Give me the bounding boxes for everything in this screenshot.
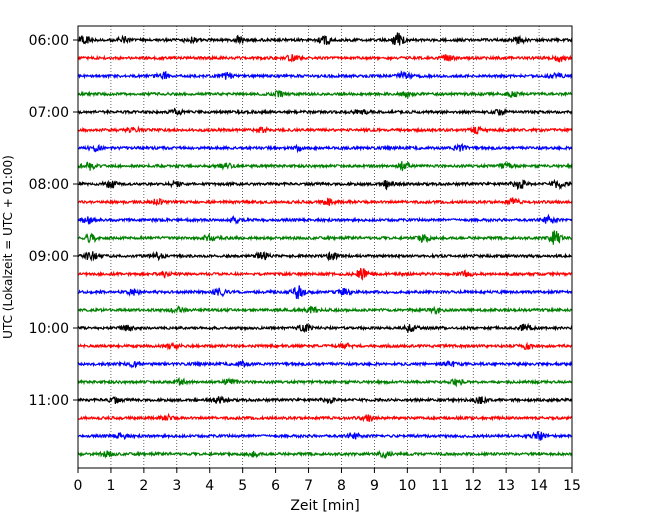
trace-0630 — [77, 70, 573, 81]
trace-1130 — [77, 430, 573, 441]
trace-1015 — [77, 341, 573, 351]
y-tick-label: 06:00 — [29, 33, 69, 49]
x-axis-label: Zeit [min] — [290, 498, 359, 514]
trace-0615 — [77, 54, 573, 63]
x-tick-label: 9 — [370, 478, 379, 494]
trace-0645 — [77, 90, 573, 99]
trace-1115 — [77, 412, 573, 423]
trace-0815 — [77, 197, 573, 207]
x-tick-label: 4 — [205, 478, 214, 494]
x-tick-label: 13 — [497, 478, 515, 494]
x-tick-label: 10 — [398, 478, 416, 494]
x-tick-label: 5 — [238, 478, 247, 494]
x-tick-label: 15 — [563, 478, 581, 494]
y-tick-label: 09:00 — [29, 249, 69, 265]
x-tick-label: 7 — [304, 478, 313, 494]
trace-1145 — [77, 449, 573, 460]
trace-1100 — [77, 395, 573, 405]
y-axis-ticks: 06:00 07:00 08:00 09:00 10:00 11:00 — [29, 33, 78, 409]
trace-0915 — [77, 267, 573, 281]
trace-0930 — [77, 285, 573, 300]
trace-0900 — [77, 250, 573, 262]
y-tick-label: 07:00 — [29, 105, 69, 121]
x-tick-label: 8 — [337, 478, 346, 494]
trace-0800 — [77, 178, 573, 191]
y-tick-label: 08:00 — [29, 177, 69, 193]
trace-0730 — [77, 142, 573, 154]
trace-0700 — [77, 107, 573, 117]
trace-group — [77, 32, 573, 460]
trace-0845 — [77, 230, 573, 245]
y-axis-label: UTC (Lokalzeit = UTC + 01:00) — [1, 155, 15, 339]
x-tick-label: 11 — [431, 478, 449, 494]
x-tick-label: 12 — [464, 478, 482, 494]
x-tick-label: 0 — [74, 478, 83, 494]
x-tick-label: 2 — [139, 478, 148, 494]
trace-0830 — [77, 213, 573, 225]
trace-0600 — [77, 32, 573, 46]
x-axis-ticks: 0 1 2 3 4 5 6 7 8 9 10 11 12 13 14 15 — [74, 468, 581, 494]
trace-0745 — [77, 161, 573, 172]
x-tick-label: 14 — [530, 478, 548, 494]
trace-1000 — [77, 322, 573, 334]
plot-frame — [77, 25, 573, 469]
trace-0715 — [77, 125, 573, 135]
x-tick-label: 1 — [106, 478, 115, 494]
x-tick-label: 6 — [271, 478, 280, 494]
y-tick-label: 11:00 — [29, 393, 69, 409]
trace-1045 — [77, 376, 573, 388]
trace-0945 — [78, 305, 573, 316]
trace-1030 — [77, 359, 573, 369]
x-tick-label: 3 — [172, 478, 181, 494]
y-tick-label: 10:00 — [29, 321, 69, 337]
